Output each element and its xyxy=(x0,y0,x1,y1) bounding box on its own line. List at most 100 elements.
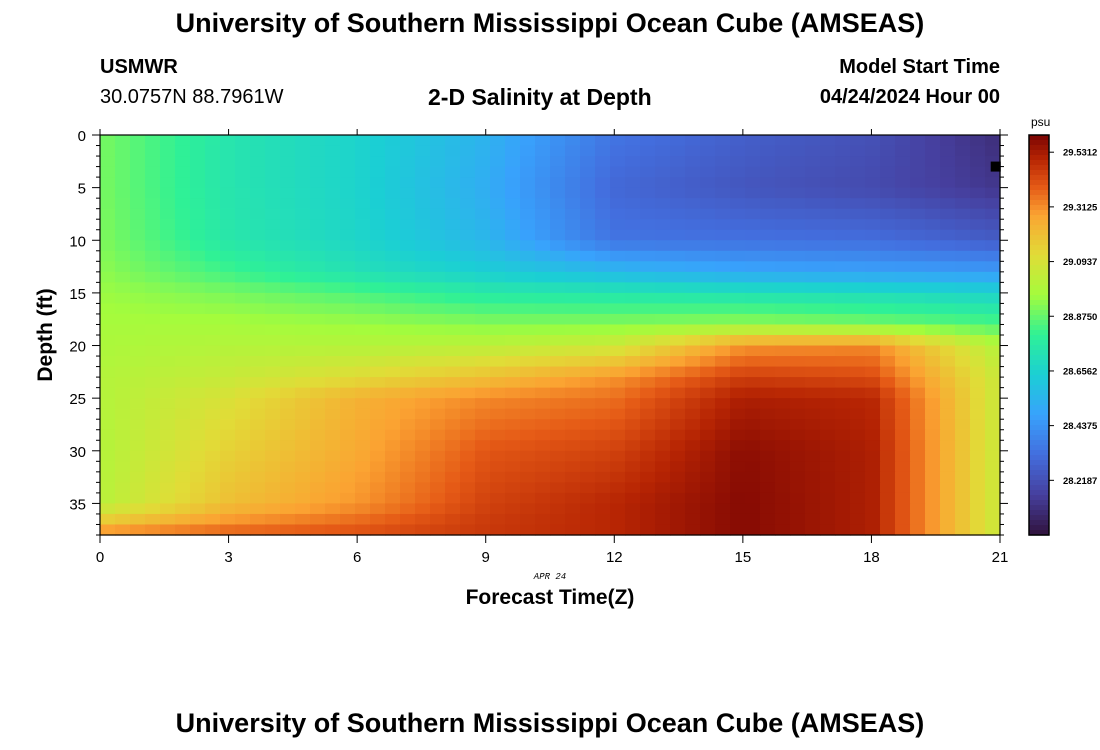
heatmap-cell xyxy=(250,461,266,473)
heatmap-cell xyxy=(475,377,491,389)
x-tick-label: 12 xyxy=(606,549,623,566)
heatmap-cell xyxy=(580,292,596,305)
heatmap-cell xyxy=(190,513,206,526)
heatmap-cell xyxy=(805,156,821,168)
heatmap-cell xyxy=(610,482,626,494)
heatmap-cell xyxy=(610,524,626,536)
heatmap-cell xyxy=(505,471,521,483)
heatmap-cell xyxy=(145,387,161,399)
heatmap-cell xyxy=(685,135,701,147)
heatmap-cell xyxy=(955,208,971,220)
heatmap-cell xyxy=(520,177,536,189)
heatmap-cell xyxy=(835,492,851,505)
heatmap-cell xyxy=(550,345,566,357)
heatmap-cell xyxy=(355,461,371,473)
heatmap-cell xyxy=(310,240,326,252)
heatmap-cell xyxy=(385,377,401,389)
heatmap-cell xyxy=(340,408,356,420)
heatmap-cell xyxy=(145,450,161,462)
heatmap-cell xyxy=(805,482,821,494)
heatmap-cell xyxy=(850,250,866,262)
heatmap-cell xyxy=(820,345,836,357)
heatmap-cell xyxy=(430,408,446,420)
heatmap-cell xyxy=(625,471,641,483)
heatmap-cell xyxy=(925,313,941,326)
heatmap-cell xyxy=(790,398,806,410)
heatmap-cell xyxy=(295,282,311,294)
heatmap-cell xyxy=(475,461,491,473)
heatmap-cell xyxy=(820,492,836,505)
heatmap-cell xyxy=(355,387,371,399)
colorbar-swatch xyxy=(1029,210,1049,216)
heatmap-cell xyxy=(220,324,236,336)
heatmap-cell xyxy=(115,440,131,452)
heatmap-cell xyxy=(850,524,866,536)
heatmap-cell xyxy=(385,408,401,420)
heatmap-cell xyxy=(880,229,896,241)
heatmap-cell xyxy=(850,461,866,473)
heatmap-cell xyxy=(895,271,911,283)
heatmap-cell xyxy=(175,313,191,326)
heatmap-cell xyxy=(805,524,821,536)
heatmap-cell xyxy=(685,166,701,178)
heatmap-cell xyxy=(895,513,911,526)
heatmap-cell xyxy=(415,461,431,473)
heatmap-cell xyxy=(640,156,656,168)
heatmap-cell xyxy=(505,261,521,273)
heatmap-cell xyxy=(130,229,146,241)
heatmap-cell xyxy=(715,482,731,494)
heatmap-cell xyxy=(970,366,986,378)
heatmap-cell xyxy=(970,219,986,231)
heatmap-cell xyxy=(190,398,206,410)
heatmap-cell xyxy=(385,271,401,283)
heatmap-cell xyxy=(640,524,656,536)
heatmap-cell xyxy=(325,250,341,262)
heatmap-cell xyxy=(190,271,206,283)
heatmap-cell xyxy=(250,471,266,483)
colorbar-swatch xyxy=(1029,390,1049,396)
heatmap-cell xyxy=(400,208,416,220)
heatmap-cell xyxy=(220,482,236,494)
heatmap-cell xyxy=(745,261,761,273)
heatmap-cell xyxy=(790,513,806,526)
heatmap-cell xyxy=(955,335,971,347)
heatmap-cell xyxy=(325,440,341,452)
heatmap-cell xyxy=(805,292,821,305)
heatmap-cell xyxy=(745,345,761,357)
heatmap-cell xyxy=(910,156,926,168)
heatmap-cell xyxy=(130,271,146,283)
heatmap-cell xyxy=(625,345,641,357)
heatmap-cell xyxy=(715,492,731,505)
heatmap-cell xyxy=(685,271,701,283)
heatmap-cell xyxy=(400,429,416,441)
heatmap-cell xyxy=(295,187,311,199)
heatmap-cell xyxy=(520,303,536,315)
heatmap-cell xyxy=(595,156,611,168)
heatmap-cell xyxy=(640,250,656,262)
heatmap-cell xyxy=(130,282,146,294)
heatmap-cell xyxy=(460,345,476,357)
heatmap-cell xyxy=(985,324,1001,336)
heatmap-cell xyxy=(610,471,626,483)
heatmap-cell xyxy=(295,198,311,210)
heatmap-cell xyxy=(730,198,746,210)
heatmap-cell xyxy=(775,303,791,315)
heatmap-cell xyxy=(655,345,671,357)
heatmap-cell xyxy=(850,513,866,526)
heatmap-cell xyxy=(865,513,881,526)
heatmap-cell xyxy=(640,419,656,431)
heatmap-cell xyxy=(175,240,191,252)
heatmap-cell xyxy=(340,271,356,283)
heatmap-cell xyxy=(820,450,836,462)
heatmap-cell xyxy=(940,408,956,420)
heatmap-cell xyxy=(850,450,866,462)
heatmap-cell xyxy=(805,492,821,505)
heatmap-cell xyxy=(190,135,206,147)
heatmap-cell xyxy=(595,398,611,410)
heatmap-cell xyxy=(835,513,851,526)
heatmap-cell xyxy=(580,208,596,220)
heatmap-cell xyxy=(745,492,761,505)
heatmap-cell xyxy=(760,198,776,210)
heatmap-cell xyxy=(880,250,896,262)
heatmap-cell xyxy=(580,503,596,515)
